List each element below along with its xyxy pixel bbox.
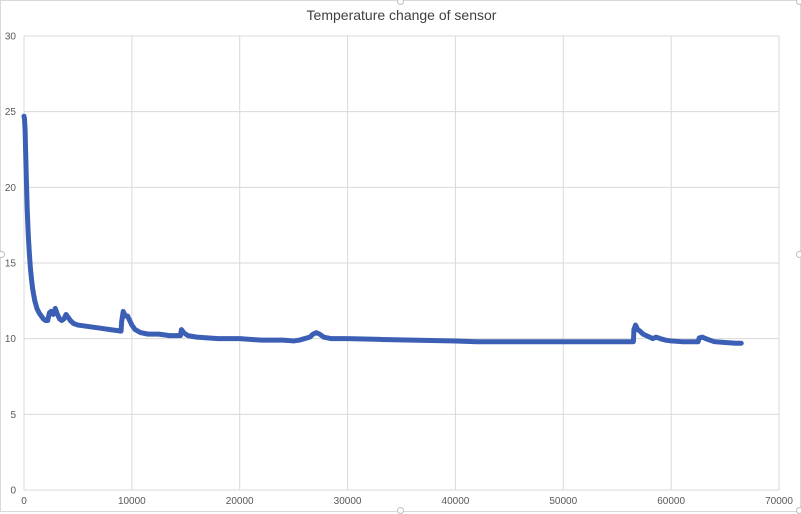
x-tick-label: 30000 bbox=[334, 496, 362, 507]
y-tick-label: 25 bbox=[5, 107, 17, 118]
x-tick-label: 0 bbox=[21, 496, 27, 507]
series-line[interactable] bbox=[21, 113, 744, 346]
y-tick-label: 10 bbox=[5, 334, 17, 345]
resize-handle-left-middle[interactable] bbox=[0, 251, 5, 258]
chart-title: Temperature change of sensor bbox=[306, 7, 497, 23]
resize-handle-top-right[interactable] bbox=[796, 0, 801, 5]
resize-handle-bottom-right[interactable] bbox=[796, 507, 801, 514]
y-tick-label: 20 bbox=[5, 183, 17, 194]
x-tick-label: 20000 bbox=[226, 496, 254, 507]
x-tick-label: 50000 bbox=[549, 496, 577, 507]
x-tick-label: 70000 bbox=[765, 496, 793, 507]
resize-handle-bottom-center[interactable] bbox=[397, 507, 404, 514]
resize-handle-top-center[interactable] bbox=[397, 0, 404, 5]
y-tick-label: 0 bbox=[10, 486, 16, 497]
x-tick-label: 10000 bbox=[118, 496, 146, 507]
resize-handle-right-middle[interactable] bbox=[796, 251, 801, 258]
x-tick-label: 40000 bbox=[442, 496, 470, 507]
y-tick-label: 15 bbox=[5, 259, 17, 270]
y-tick-label: 5 bbox=[10, 410, 16, 421]
y-tick-label: 30 bbox=[5, 32, 17, 43]
x-tick-label: 60000 bbox=[657, 496, 685, 507]
